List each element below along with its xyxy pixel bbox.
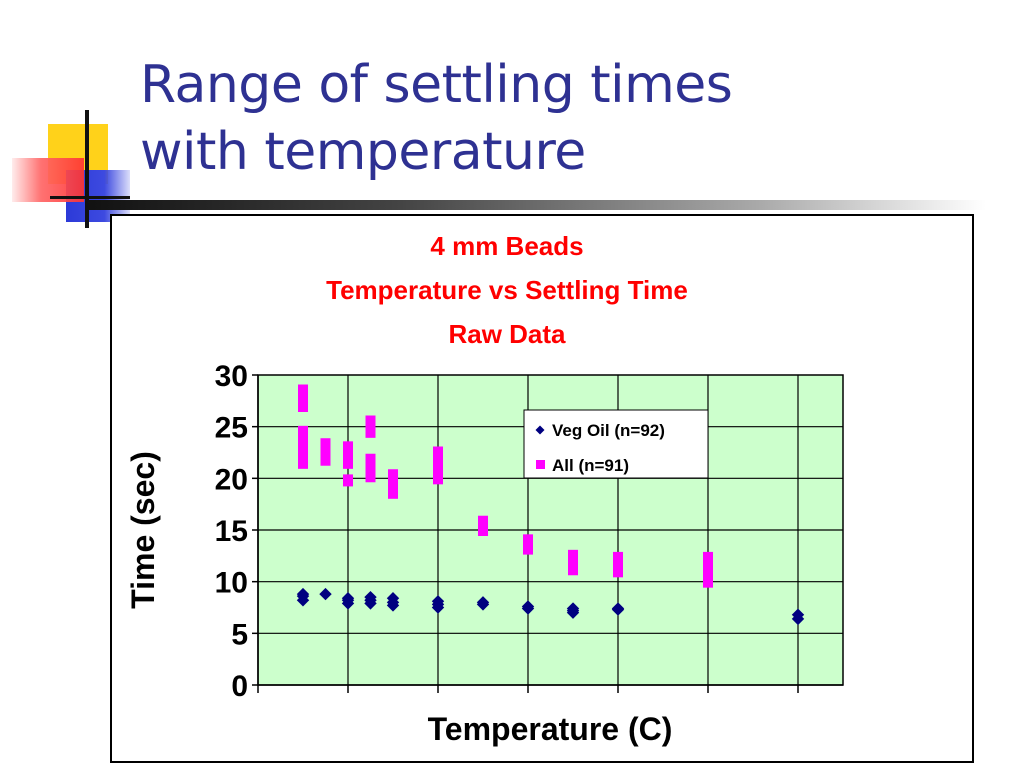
all-point (365, 470, 376, 483)
all-point (703, 575, 713, 588)
decorative-horizontal-line (50, 196, 130, 199)
all-point (343, 456, 353, 469)
legend-all-label: All (n=91) (552, 456, 629, 475)
chart-frame: 4 mm Beads Temperature vs Settling Time Ra… (110, 214, 974, 763)
veg-oil-point (611, 602, 625, 615)
decorative-vertical-line (85, 110, 89, 228)
chart-title-line-3: Raw Data (448, 319, 566, 349)
all-point (320, 453, 331, 466)
all-point (703, 565, 713, 578)
legend-all-marker (536, 460, 545, 469)
veg-oil-point (386, 591, 400, 605)
all-point (298, 456, 308, 469)
legend-box (523, 409, 709, 479)
all-point (613, 565, 623, 578)
all-point (613, 558, 623, 571)
veg-oil-point (791, 608, 805, 621)
all-point (478, 515, 488, 528)
y-tick-label: 30 (215, 360, 248, 393)
y-tick-label: 5 (231, 618, 248, 651)
all-point (523, 542, 533, 555)
all-point (433, 462, 443, 474)
slide-title-line-1: Range of settling times (140, 55, 733, 115)
veg-oil-point (566, 602, 580, 615)
chart-title-line-1: 4 mm Beads (430, 231, 583, 261)
all-point (320, 438, 331, 451)
veg-oil-point (319, 587, 332, 601)
title-underline (86, 200, 986, 210)
all-point (320, 446, 331, 459)
veg-oil-point (521, 600, 535, 613)
decorative-red-square (12, 158, 84, 202)
all-point (298, 446, 308, 459)
y-tick-label: 25 (215, 412, 248, 445)
veg-oil-point (476, 596, 490, 609)
legend-veg-oil-label: Veg Oil (n=92) (552, 421, 665, 440)
chart-title-line-2: Temperature vs Settling Time (326, 275, 688, 305)
all-point (703, 551, 713, 564)
all-point (433, 472, 443, 485)
veg-oil-point (296, 587, 310, 601)
all-point (568, 549, 578, 562)
all-point (478, 524, 488, 536)
all-point (343, 474, 353, 487)
all-point (365, 425, 376, 438)
y-axis-label: Time (sec) (125, 451, 161, 609)
veg-oil-point (431, 595, 445, 608)
all-point (298, 384, 308, 397)
all-point (388, 469, 398, 482)
slide-title: Range of settling times with temperature (140, 52, 733, 186)
legend-veg-oil-marker (535, 425, 545, 435)
x-axis-label: Temperature (C) (428, 711, 673, 747)
all-point (365, 415, 376, 428)
all-point (568, 563, 578, 576)
veg-oil-point (341, 591, 355, 605)
y-tick-label: 15 (215, 515, 248, 548)
y-tick-label: 20 (215, 463, 248, 496)
all-point (365, 462, 376, 474)
all-point (613, 551, 623, 564)
y-tick-label: 0 (231, 670, 248, 703)
all-point (298, 425, 308, 438)
scatter-chart: 4 mm Beads Temperature vs Settling Time Ra… (125, 231, 844, 747)
all-point (298, 436, 308, 449)
all-point (433, 446, 443, 459)
all-point (388, 486, 398, 499)
all-point (365, 453, 376, 466)
all-point (343, 441, 353, 454)
all-point (388, 480, 398, 493)
all-point (523, 534, 533, 547)
veg-oil-point (364, 590, 377, 604)
slide-title-line-2: with temperature (140, 122, 586, 182)
all-point (298, 400, 308, 412)
y-tick-label: 10 (215, 567, 248, 600)
